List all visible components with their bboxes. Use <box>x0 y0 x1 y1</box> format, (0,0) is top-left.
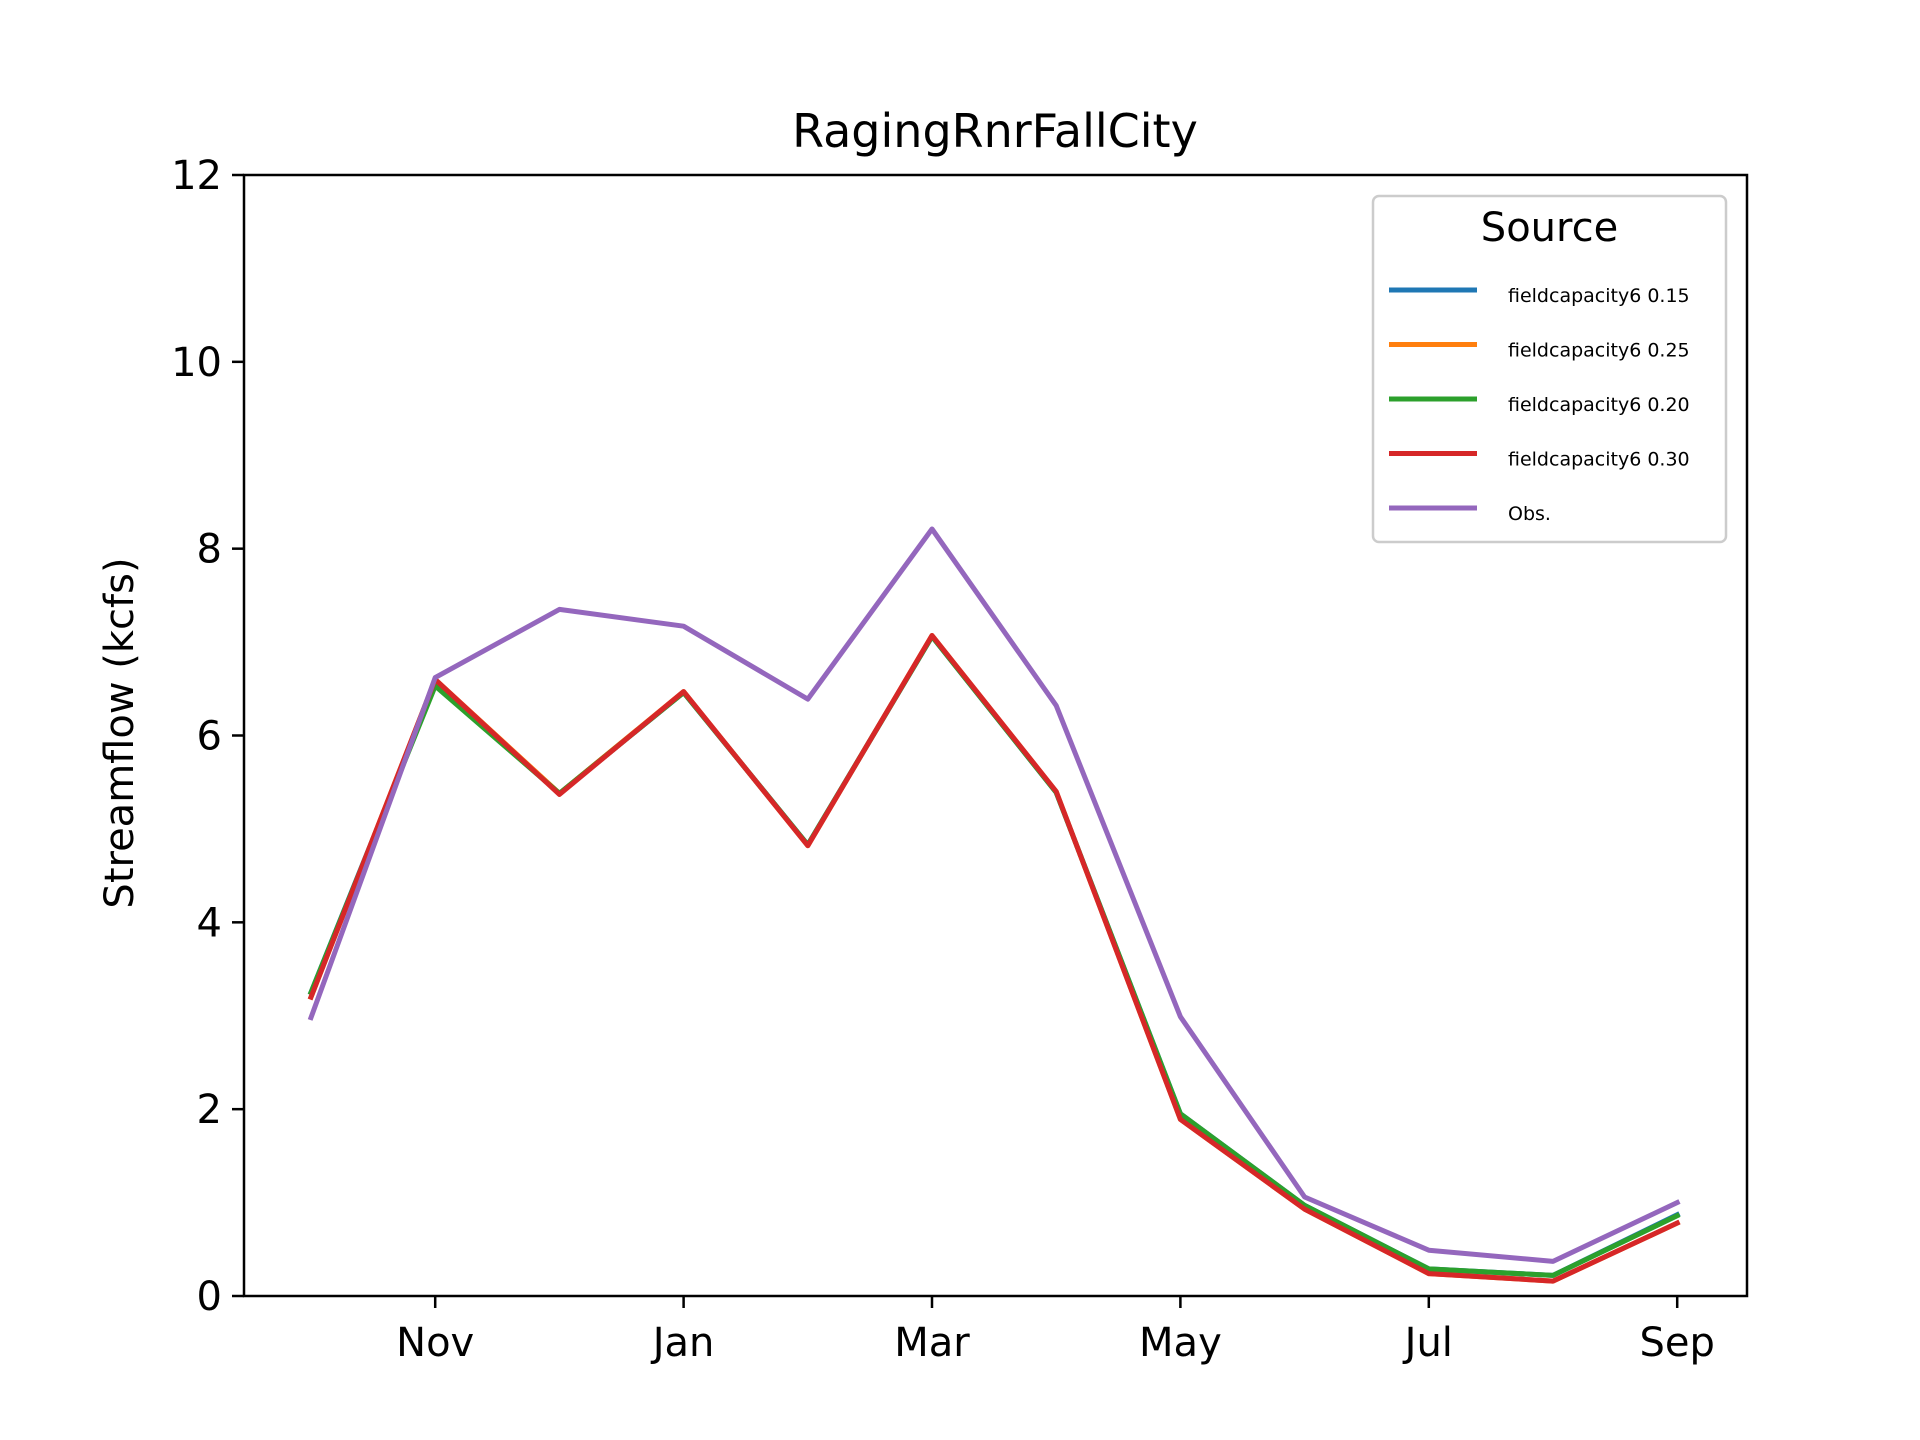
x-tick-label: Mar <box>894 1320 970 1366</box>
y-tick-label: 8 <box>197 527 222 573</box>
y-axis-label: Streamflow (kcfs) <box>97 557 143 908</box>
x-tick-label: May <box>1139 1320 1222 1366</box>
legend-label-1: fieldcapacity6 0.15 <box>1508 285 1690 307</box>
chart-title: RagingRnrFallCity <box>792 104 1198 158</box>
y-tick-label: 4 <box>197 900 222 946</box>
y-tick-label: 6 <box>197 714 222 760</box>
series-line-5 <box>307 526 1681 1264</box>
legend-label-2: fieldcapacity6 0.25 <box>1508 340 1690 362</box>
legend-title: Source <box>1481 205 1618 251</box>
x-tick-label: Jan <box>650 1320 715 1366</box>
x-tick-label: Nov <box>396 1320 474 1366</box>
legend: Source fieldcapacity6 0.15 fieldcapacity6 … <box>1371 194 1728 544</box>
legend-label-5: Obs. <box>1508 503 1551 525</box>
y-tick-label: 0 <box>197 1274 222 1320</box>
series-line-4 <box>307 633 1681 1284</box>
x-tick-label: Sep <box>1640 1320 1715 1366</box>
axes-layer: 0 2 4 6 8 10 12 Nov Jan Mar May Jul Sep <box>171 153 1749 1366</box>
x-tick-label: Jul <box>1402 1320 1453 1366</box>
y-tick-label: 2 <box>197 1087 222 1133</box>
y-tick-label: 12 <box>171 153 222 199</box>
legend-label-4: fieldcapacity6 0.30 <box>1508 449 1690 471</box>
series-layer <box>307 526 1681 1284</box>
legend-label-3: fieldcapacity6 0.20 <box>1508 394 1690 416</box>
y-tick-label: 10 <box>171 340 222 386</box>
